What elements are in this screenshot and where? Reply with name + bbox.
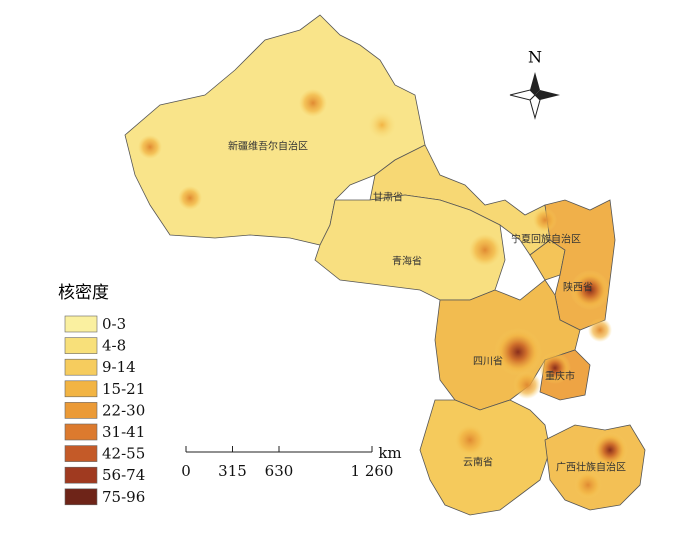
province-label: 青海省 bbox=[392, 255, 422, 268]
scale-label: 1 260 bbox=[351, 462, 394, 480]
legend-label: 31-41 bbox=[102, 423, 145, 441]
legend-swatch bbox=[64, 423, 98, 441]
legend-title: 核密度 bbox=[58, 283, 109, 303]
hotspot bbox=[138, 135, 162, 159]
compass: N bbox=[509, 48, 560, 120]
province-label: 宁夏回族自治区 bbox=[511, 233, 581, 246]
province-label: 陕西省 bbox=[563, 281, 593, 294]
compass-arrow bbox=[535, 90, 560, 100]
scale-label: 630 bbox=[265, 462, 294, 480]
legend-swatch bbox=[64, 466, 98, 484]
hotspot bbox=[570, 270, 610, 310]
province-label: 甘肃省 bbox=[373, 191, 403, 204]
compass-arrow bbox=[530, 72, 540, 95]
legend-label: 42-55 bbox=[102, 445, 145, 463]
legend-label: 4-8 bbox=[102, 337, 126, 355]
legend-label: 0-3 bbox=[102, 315, 126, 333]
legend-swatch bbox=[64, 315, 98, 333]
density-hotspots bbox=[138, 89, 628, 499]
compass-arrow bbox=[509, 89, 536, 101]
north-label: N bbox=[528, 48, 542, 67]
hotspot bbox=[469, 234, 501, 266]
hotspot bbox=[494, 328, 542, 376]
province-label: 重庆市 bbox=[545, 370, 575, 383]
hotspot bbox=[574, 471, 602, 499]
legend-swatch bbox=[64, 380, 98, 398]
hotspot bbox=[368, 111, 396, 139]
legend-swatch bbox=[64, 445, 98, 462]
legend-swatch bbox=[64, 337, 98, 354]
legend-label: 22-30 bbox=[102, 401, 145, 419]
hotspot bbox=[533, 208, 557, 232]
scale-unit: km bbox=[378, 444, 401, 462]
hotspot bbox=[178, 186, 202, 210]
hotspot bbox=[588, 318, 612, 342]
hotspot bbox=[592, 432, 628, 468]
province-label: 新疆维吾尔自治区 bbox=[228, 140, 308, 153]
province-label: 四川省 bbox=[473, 355, 503, 368]
hotspot bbox=[513, 371, 541, 399]
province-label: 广西壮族自治区 bbox=[556, 461, 626, 474]
legend-label: 15-21 bbox=[102, 380, 145, 398]
legend-swatch bbox=[64, 358, 98, 376]
scale-label: 0 bbox=[181, 462, 191, 480]
scale-label: 315 bbox=[218, 462, 247, 480]
yunnan bbox=[419, 399, 551, 516]
legend-label: 56-74 bbox=[102, 466, 145, 484]
hotspot bbox=[299, 89, 327, 117]
province-label: 云南省 bbox=[463, 456, 493, 469]
hotspot bbox=[454, 424, 486, 456]
legend-swatch bbox=[64, 402, 98, 419]
legend-label: 9-14 bbox=[102, 358, 136, 376]
legend-label: 75-96 bbox=[102, 488, 145, 506]
legend-swatch bbox=[64, 488, 98, 506]
provinces bbox=[124, 14, 646, 516]
hotspot bbox=[539, 352, 571, 384]
